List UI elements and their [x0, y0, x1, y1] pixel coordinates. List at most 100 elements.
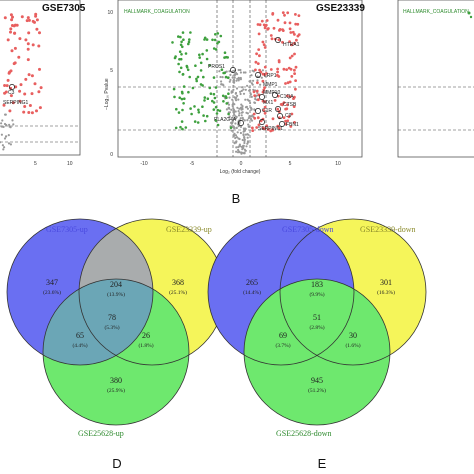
data-point: [190, 112, 193, 116]
x-axis-label: Log₂ (fold change): [220, 169, 261, 175]
data-point: [256, 98, 260, 102]
data-point: [27, 31, 31, 35]
data-point: [202, 114, 205, 117]
volcano-left-frame: [0, 0, 81, 156]
x-tick-label: 0: [240, 161, 243, 167]
hallmark-label: HALLMARK_COAGULATION: [124, 9, 190, 15]
data-point: [196, 75, 200, 79]
data-point: [277, 126, 281, 130]
data-point: [212, 101, 216, 104]
data-point: [271, 12, 275, 16]
data-point: [283, 21, 287, 25]
data-point: [262, 43, 266, 47]
venn-set1-title: GSE7305-up: [46, 225, 88, 234]
data-point: [263, 46, 267, 49]
region-count: 30: [349, 331, 357, 340]
data-point: [185, 65, 189, 69]
data-point: [173, 56, 177, 60]
data-point: [6, 78, 10, 82]
data-point: [297, 14, 301, 17]
volcano-right-frame: [397, 0, 474, 158]
data-point: [247, 123, 250, 126]
data-point: [194, 64, 197, 67]
data-point: [234, 136, 237, 140]
data-point: [243, 138, 246, 141]
data-point: [294, 87, 297, 91]
venn-set2-title: GSE23339-up: [166, 225, 212, 234]
data-point: [262, 88, 266, 92]
data-point: [235, 126, 238, 130]
data-point: [248, 89, 251, 92]
data-point: [257, 123, 261, 127]
data-point: [178, 50, 182, 53]
volcano-left: GSE7305 C3 SERPING1 5 10: [0, 0, 86, 167]
data-point: [234, 122, 237, 125]
region-count: 347: [46, 278, 58, 287]
gene-label: C1R: [262, 108, 272, 114]
gene-label: FBN1: [286, 122, 299, 128]
data-point: [277, 59, 281, 62]
data-point: [240, 111, 243, 114]
data-point: [214, 33, 217, 36]
data-point: [224, 75, 228, 79]
data-point: [250, 74, 253, 77]
data-point: [30, 111, 34, 115]
gene-marker: [272, 92, 278, 98]
data-point: [290, 54, 294, 58]
data-point: [292, 105, 296, 108]
data-point: [248, 86, 251, 89]
data-point: [211, 38, 214, 42]
data-point: [261, 69, 264, 72]
data-point: [237, 137, 240, 140]
data-point: [294, 22, 298, 26]
x-tick-label: -10: [140, 161, 147, 167]
data-point: [181, 127, 184, 131]
data-point: [199, 61, 203, 65]
data-point: [243, 152, 246, 155]
data-point: [38, 106, 42, 110]
data-point: [30, 92, 34, 96]
data-point: [4, 113, 7, 116]
data-point: [242, 144, 245, 147]
data-point: [293, 52, 296, 56]
data-point: [221, 94, 225, 98]
data-point: [277, 38, 281, 42]
data-point: [184, 52, 188, 55]
data-point: [239, 131, 242, 135]
data-point: [281, 29, 285, 32]
data-point: [35, 109, 38, 113]
data-point: [8, 125, 11, 128]
data-point: [282, 116, 286, 119]
data-point: [246, 140, 250, 143]
region-count: 265: [246, 278, 258, 287]
data-point: [27, 73, 31, 77]
data-point: [289, 31, 293, 34]
data-point: [205, 57, 209, 61]
data-point: [27, 18, 31, 22]
data-point: [244, 71, 247, 74]
data-point: [2, 148, 5, 151]
data-point: [230, 129, 233, 132]
data-point: [231, 76, 234, 79]
data-point: [18, 99, 22, 103]
data-point: [180, 97, 184, 101]
data-point: [467, 11, 471, 15]
data-point: [13, 31, 17, 35]
data-point: [201, 105, 204, 108]
data-point: [225, 96, 228, 99]
data-point: [271, 117, 275, 121]
data-point: [246, 107, 249, 110]
data-point: [180, 40, 183, 44]
data-point: [233, 96, 236, 99]
data-point: [469, 15, 473, 19]
data-point: [184, 126, 188, 129]
data-point: [248, 115, 251, 118]
data-point: [233, 117, 236, 121]
data-point: [257, 32, 261, 36]
data-point: [273, 99, 277, 102]
data-point: [9, 94, 13, 98]
gene-label: MX1: [263, 100, 274, 106]
venn-down: GSE7305-down GSE23339-down GSE25628-down…: [207, 218, 427, 438]
data-point: [8, 70, 12, 74]
